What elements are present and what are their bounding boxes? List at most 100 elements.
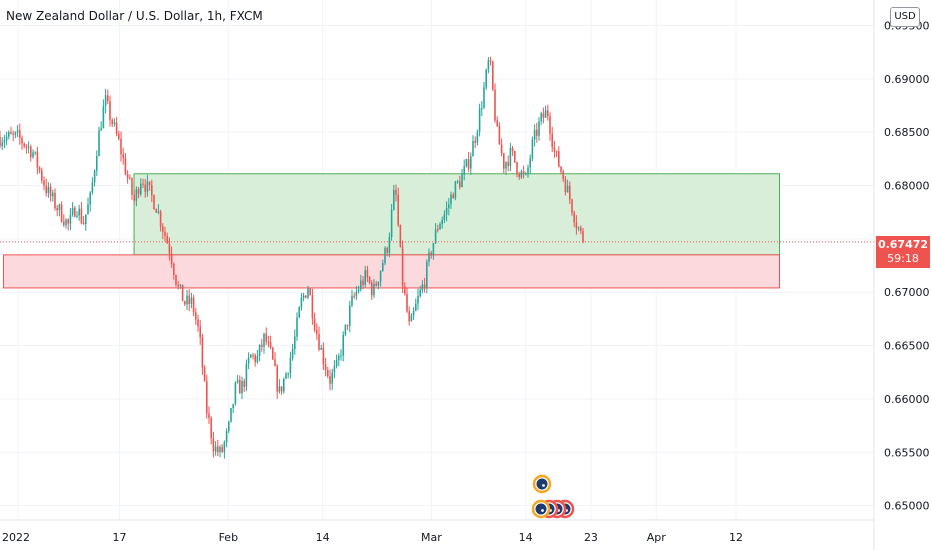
candle-body [531, 139, 534, 159]
candle-body [478, 108, 481, 132]
candle-body [560, 166, 562, 172]
candle-body [311, 295, 314, 319]
candle-body [302, 295, 305, 298]
candle-body [379, 270, 382, 282]
candle-body [56, 208, 58, 211]
time-tick-label: 17 [113, 531, 127, 544]
time-axis[interactable]: 2022 17 Feb 14 Mar 14 23 Apr 12 [2, 531, 743, 544]
candle-body [547, 110, 549, 117]
economic-events[interactable] [531, 474, 575, 519]
candle-body [503, 153, 505, 169]
currency-button[interactable]: USD [890, 7, 920, 27]
zones [2, 173, 781, 289]
candle-body [192, 297, 195, 313]
price-axis[interactable]: 0.65000 0.65500 0.66000 0.66500 0.67000 0.680… [884, 19, 930, 512]
candle-body [89, 192, 91, 205]
candle-body [258, 344, 261, 356]
candle-body [181, 284, 184, 302]
candles [0, 56, 584, 459]
candle-body [349, 305, 351, 326]
candle-body [98, 130, 100, 157]
candle-body [245, 363, 248, 387]
candle-body [14, 132, 17, 135]
candle-body [102, 106, 105, 129]
candle-body [93, 170, 96, 183]
candle-body [199, 326, 201, 338]
candle-body [426, 261, 428, 288]
candle-body [23, 143, 25, 147]
candle-body [140, 183, 142, 195]
candle-body [261, 344, 263, 347]
candle-body [393, 190, 395, 210]
candle-body [428, 252, 430, 262]
candle-body [410, 315, 413, 322]
candle-body [412, 310, 415, 316]
candle-body [197, 319, 199, 327]
candle-body [529, 158, 531, 168]
candle-body [269, 341, 272, 348]
candle-body [342, 334, 344, 356]
candle-body [41, 170, 43, 181]
candle-body [437, 229, 439, 231]
event-flag-icon[interactable] [532, 474, 552, 494]
candle-body [274, 359, 276, 367]
candle-body [307, 288, 309, 298]
candle-body [445, 208, 448, 215]
candle-body [148, 181, 151, 186]
candle-body [500, 144, 503, 154]
candle-body [417, 296, 419, 304]
candle-body [137, 189, 140, 195]
candle-body [423, 284, 426, 288]
candle-body [151, 185, 153, 196]
candle-body [54, 192, 56, 209]
candle-body [533, 129, 536, 140]
candle-body [19, 130, 21, 138]
candle-body [43, 180, 45, 186]
candle-body [549, 116, 551, 134]
candle-body [201, 337, 204, 368]
candle-body [564, 179, 567, 193]
candle-body [96, 156, 98, 171]
candle-body [507, 162, 509, 167]
candle-body [210, 418, 212, 439]
candle-body [241, 381, 243, 394]
candle-body [85, 214, 87, 224]
candle-body [113, 122, 116, 125]
candle-body [472, 140, 474, 157]
candle-body [309, 288, 311, 296]
candle-body [122, 154, 124, 158]
candle-body [175, 275, 177, 285]
candle-body [65, 219, 67, 226]
candle-body [27, 146, 30, 148]
candle-body [386, 248, 388, 253]
candle-body [58, 204, 61, 211]
candle-body [485, 69, 487, 88]
candle-body [408, 311, 410, 322]
candle-body [146, 181, 149, 192]
candle-body [388, 237, 391, 253]
candle-body [329, 376, 331, 384]
candle-body [364, 270, 366, 285]
time-tick-label: Apr [647, 531, 667, 544]
candle-body [225, 430, 228, 443]
candle-body [395, 190, 397, 195]
candle-body [481, 107, 483, 109]
candle-body [536, 129, 538, 136]
candle-body [544, 110, 547, 118]
demand-zone[interactable] [133, 173, 781, 256]
price-tick-label: 0.65000 [884, 500, 930, 513]
candle-body [124, 157, 127, 175]
candle-body [287, 373, 289, 375]
event-flag-icon[interactable] [531, 499, 551, 519]
candle-body [265, 333, 267, 342]
candle-body [186, 295, 188, 305]
candle-body [298, 307, 300, 318]
candle-body [16, 130, 19, 133]
candle-body [489, 60, 492, 62]
supply-zone[interactable] [2, 254, 781, 289]
candle-body [12, 133, 14, 135]
candle-body [580, 227, 582, 231]
candle-body [357, 289, 360, 292]
candle-body [575, 222, 578, 229]
